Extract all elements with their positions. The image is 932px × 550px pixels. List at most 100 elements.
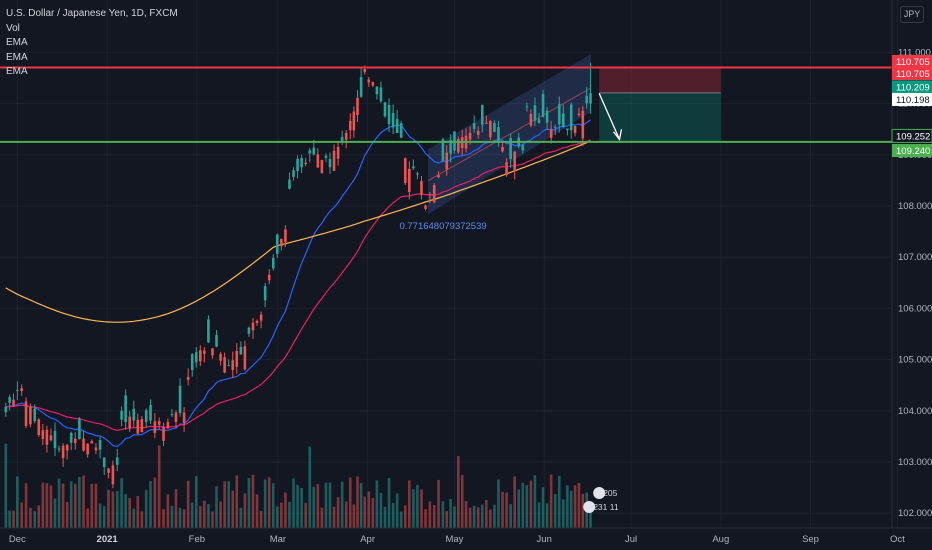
indicator-ema-3[interactable]: EMA bbox=[6, 66, 28, 77]
candle-body bbox=[336, 147, 340, 159]
volume-bar bbox=[57, 478, 61, 528]
volume-bar bbox=[120, 478, 123, 528]
candle-body bbox=[420, 181, 423, 195]
candle-body bbox=[501, 146, 504, 152]
price-tag-label: 110.705 bbox=[896, 69, 930, 80]
volume-bar bbox=[509, 504, 512, 528]
ema-200-line bbox=[5, 140, 591, 323]
indicator-ema-1[interactable]: EMA bbox=[6, 37, 28, 48]
candle-body bbox=[12, 399, 15, 406]
candle-body bbox=[581, 110, 585, 139]
volume-bar bbox=[489, 509, 492, 528]
candle-body bbox=[53, 430, 57, 449]
price-tick-label: 104.000 bbox=[898, 406, 932, 417]
volume-bar bbox=[239, 507, 243, 528]
volume-bar bbox=[336, 497, 340, 528]
candle-body bbox=[557, 104, 561, 125]
candle-body bbox=[227, 365, 230, 367]
candle-body bbox=[457, 139, 460, 153]
indicator-ema-2[interactable]: EMA bbox=[6, 51, 28, 63]
time-tick-label: 2021 bbox=[97, 534, 119, 545]
price-tag-bg bbox=[891, 128, 932, 143]
candle-body bbox=[219, 354, 222, 361]
candle-body bbox=[403, 158, 407, 184]
volume-bar bbox=[320, 507, 324, 528]
ema-20-line bbox=[5, 119, 591, 448]
candle-body bbox=[566, 128, 569, 131]
volume-bar bbox=[387, 478, 391, 528]
price-tag-bg bbox=[892, 67, 932, 81]
candle-body bbox=[340, 136, 344, 143]
volume-bar bbox=[49, 485, 53, 528]
volume-bar bbox=[107, 489, 110, 528]
candle-body bbox=[449, 140, 452, 154]
candle-body bbox=[562, 113, 565, 128]
price-tag: 110.209 bbox=[892, 80, 932, 94]
candle-body bbox=[124, 395, 127, 423]
volume-bar bbox=[403, 505, 407, 528]
candle-body bbox=[149, 404, 152, 421]
volume-bar bbox=[86, 508, 89, 528]
price-axis[interactable]: 111.000110.000109.000108.000107.000106.0… bbox=[891, 0, 932, 528]
indicator-vol[interactable]: Vol bbox=[6, 22, 20, 34]
candle-body bbox=[166, 422, 170, 429]
horizontal-levels[interactable] bbox=[0, 66, 892, 143]
volume-bar bbox=[476, 507, 480, 528]
time-axis[interactable]: Dec 2021 Feb Mar Apr May Jun Jul Aug Sep Oct bbox=[0, 527, 932, 545]
volume-bar bbox=[416, 485, 419, 528]
candle-body bbox=[136, 419, 140, 434]
volume-bar bbox=[379, 492, 383, 528]
candle-body bbox=[505, 162, 508, 176]
candle-body bbox=[69, 432, 73, 443]
candle-body bbox=[359, 76, 363, 97]
volume-bar bbox=[480, 504, 484, 528]
price-tag: 109.240 bbox=[892, 144, 932, 158]
volume-bar bbox=[569, 490, 573, 528]
volume-bar bbox=[132, 508, 136, 528]
candle-body bbox=[399, 123, 403, 138]
candle-body bbox=[521, 145, 525, 151]
volume-bar bbox=[300, 488, 303, 528]
candle-body bbox=[280, 238, 283, 247]
event-badges[interactable]: 205 231 11 bbox=[583, 487, 619, 513]
volume-bar bbox=[102, 506, 106, 528]
volume-bar bbox=[12, 510, 15, 528]
volume-bar bbox=[166, 494, 170, 528]
volume-bar bbox=[45, 483, 49, 528]
price-tick-label: 103.000 bbox=[898, 457, 932, 468]
arrow-head bbox=[612, 129, 623, 141]
volume-bar bbox=[20, 502, 24, 528]
candle-body bbox=[529, 114, 533, 126]
candle-body bbox=[441, 139, 445, 161]
volume-bar bbox=[37, 505, 41, 528]
volume-bar bbox=[271, 483, 275, 528]
candle-body bbox=[589, 93, 592, 104]
candle-body bbox=[312, 147, 316, 155]
candle-body bbox=[174, 412, 178, 422]
candle-body bbox=[162, 426, 165, 441]
symbol-title[interactable]: U.S. Dollar / Japanese Yen, 1D, FXCM bbox=[6, 8, 178, 19]
time-tick-label: Dec bbox=[9, 534, 26, 545]
candle-body bbox=[65, 444, 69, 451]
volume-bar bbox=[383, 506, 387, 528]
candle-body bbox=[553, 126, 557, 128]
price-tag: 110.705 bbox=[892, 55, 932, 69]
candle-body bbox=[489, 121, 492, 138]
volume-bar bbox=[457, 456, 460, 528]
candle-body bbox=[57, 448, 61, 450]
volume-bar bbox=[428, 501, 432, 528]
currency-button[interactable]: JPY bbox=[900, 6, 924, 23]
candle-body bbox=[383, 102, 387, 117]
stop-zone bbox=[599, 67, 721, 93]
channel-midline bbox=[428, 87, 591, 181]
candle-body bbox=[132, 408, 136, 421]
volume-bar bbox=[545, 503, 549, 528]
candle-body bbox=[525, 106, 529, 108]
candle-body bbox=[157, 421, 161, 425]
volume-bar bbox=[69, 481, 73, 528]
volume-bar bbox=[493, 504, 496, 528]
volume-bar bbox=[316, 484, 320, 528]
candle-body bbox=[509, 137, 512, 160]
volume-bar bbox=[153, 477, 157, 528]
